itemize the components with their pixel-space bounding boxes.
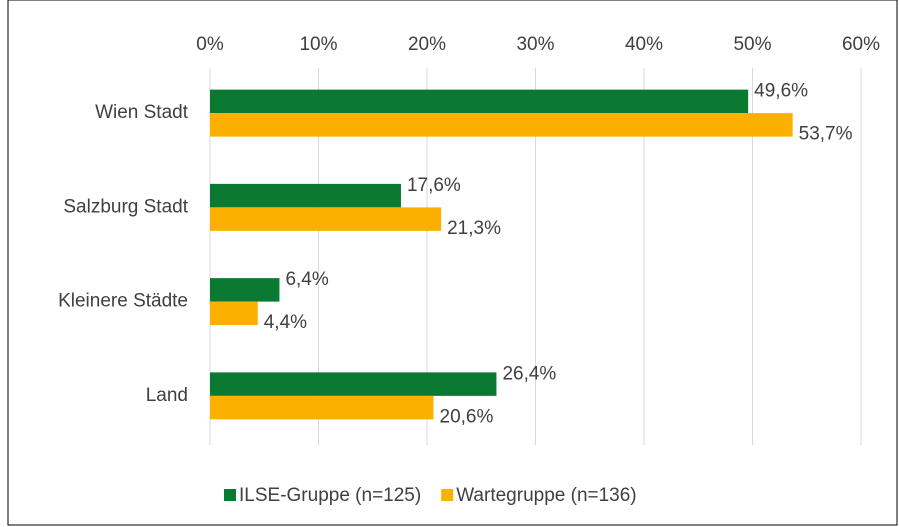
chart-frame [7, 0, 898, 526]
x-tick-label: 0% [196, 34, 224, 55]
data-label: 17,6% [407, 175, 461, 196]
bar [210, 89, 749, 114]
bar [210, 207, 442, 231]
bar [210, 301, 258, 326]
data-label: 6,4% [285, 269, 328, 290]
x-tick-label: 40% [625, 34, 663, 55]
bar [210, 395, 434, 420]
legend-label: ILSE-Gruppe (n=125) [239, 485, 421, 506]
x-tick-label: 60% [842, 34, 880, 55]
legend-swatch [224, 489, 236, 501]
data-label: 21,3% [447, 218, 501, 239]
bar [210, 278, 280, 302]
x-tick-label: 10% [299, 34, 337, 55]
data-label: 4,4% [264, 312, 307, 333]
data-label: 20,6% [440, 406, 494, 427]
data-label: 26,4% [502, 363, 556, 384]
y-tick-label: Wien Stadt [95, 102, 189, 123]
y-tick-label: Kleinere Städte [58, 291, 188, 312]
x-tick-label: 50% [733, 34, 771, 55]
legend-swatch [441, 489, 454, 501]
x-tick-label: 30% [516, 34, 554, 55]
bar [210, 113, 793, 137]
y-tick-label: Land [146, 385, 188, 406]
data-label: 49,6% [754, 81, 808, 102]
x-tick-label: 20% [408, 34, 446, 55]
data-label: 53,7% [799, 124, 853, 145]
legend-label: Wartegruppe (n=136) [456, 485, 636, 506]
bar [210, 183, 401, 208]
bar [210, 372, 497, 396]
y-tick-label: Salzburg Stadt [63, 196, 188, 217]
